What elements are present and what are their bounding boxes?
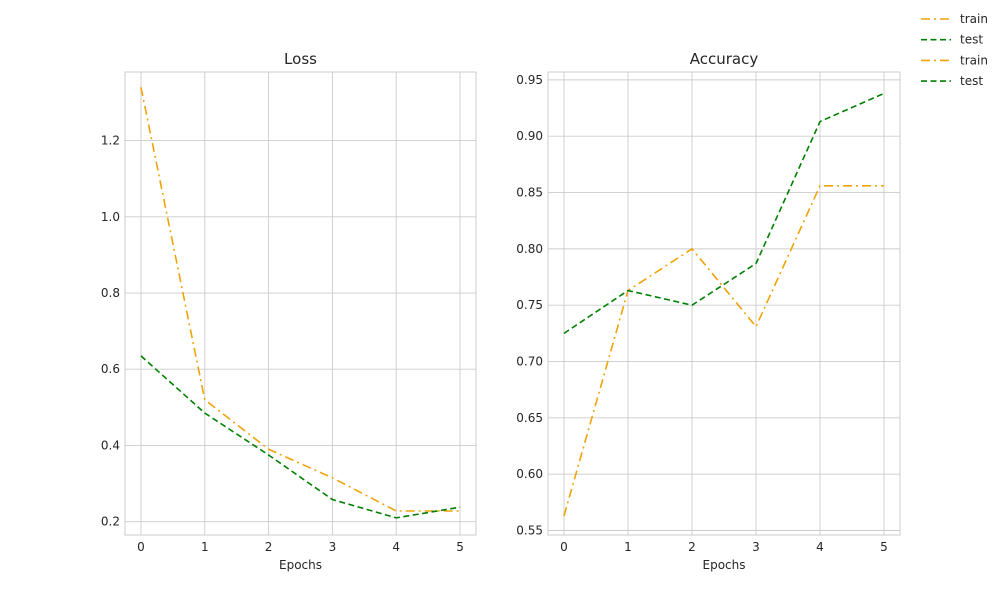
accuracy-chart: Accuracy Epochs 0 1 2 3 4 5 0.55 0.60 0.65 0.70 0.… [516,50,901,572]
legend-label: train [960,12,988,26]
loss-x-tick-label: 0 [137,540,145,554]
loss-y-tick-label: 0.8 [101,286,120,300]
accuracy-y-tick-label: 0.60 [516,467,543,481]
accuracy-y-tick-label: 0.85 [516,186,543,200]
accuracy-y-tick-label: 0.80 [516,242,543,256]
loss-chart: Loss Epochs 0 1 2 3 4 5 0.2 0.4 0.6 0.8 1.0 1.2 [101,50,477,572]
loss-plot-frame [124,71,477,536]
accuracy-x-tick-label: 5 [880,540,888,554]
accuracy-x-tick-label: 2 [688,540,696,554]
loss-series-train-line [140,87,461,512]
loss-x-tick-label: 4 [392,540,400,554]
accuracy-y-tick-label: 0.90 [516,129,543,143]
accuracy-x-axis-label: Epochs [703,558,746,572]
loss-y-tick-label: 0.6 [101,362,120,376]
accuracy-x-tick-label: 3 [752,540,760,554]
loss-series-test-line [140,355,461,519]
loss-x-tick-label: 5 [456,540,464,554]
accuracy-plot-frame [547,71,901,536]
accuracy-y-tick-label: 0.65 [516,411,543,425]
accuracy-x-tick-label: 4 [816,540,824,554]
accuracy-y-tick-label: 0.75 [516,298,543,312]
accuracy-x-tick-label: 0 [560,540,568,554]
accuracy-y-tick-label: 0.55 [516,523,543,537]
legend-label: train [960,53,988,67]
loss-x-tick-label: 1 [201,540,209,554]
accuracy-y-tick-label: 0.70 [516,355,543,369]
legend-label: test [960,33,983,47]
loss-y-tick-label: 0.4 [101,438,120,452]
legend-label: test [960,74,983,88]
accuracy-grid [548,72,900,535]
legend: train test train test [921,12,988,88]
loss-y-tick-label: 1.0 [101,210,120,224]
loss-x-tick-label: 2 [265,540,273,554]
accuracy-series-train-line [563,184,884,517]
loss-x-axis-label: Epochs [279,558,322,572]
loss-grid [125,72,476,535]
loss-chart-title: Loss [284,50,317,68]
loss-x-tick-label: 3 [329,540,337,554]
accuracy-y-tick-label: 0.95 [516,73,543,87]
loss-y-tick-label: 1.2 [101,134,120,148]
accuracy-series-test-line [563,92,885,335]
accuracy-chart-title: Accuracy [690,50,759,68]
loss-y-tick-label: 0.2 [101,515,120,529]
accuracy-x-tick-label: 1 [624,540,632,554]
